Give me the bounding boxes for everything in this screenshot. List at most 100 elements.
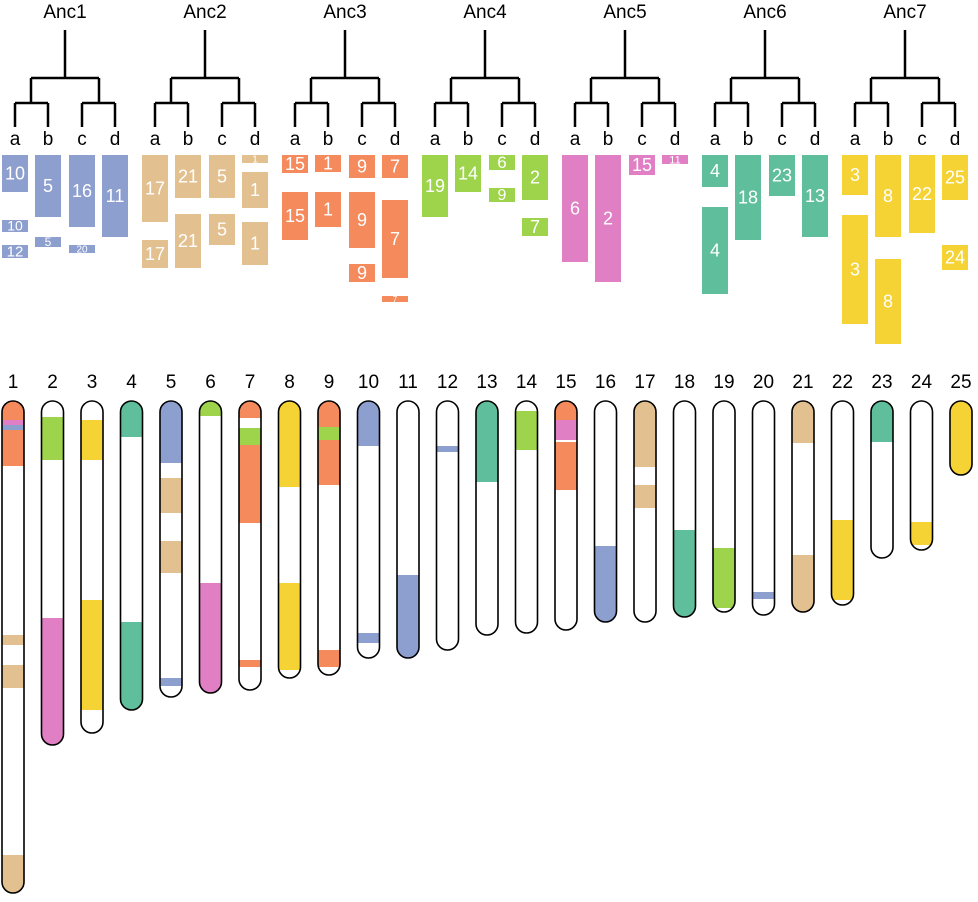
segment bbox=[239, 401, 261, 418]
block-label: 1 bbox=[323, 199, 333, 219]
segment bbox=[318, 440, 340, 485]
block bbox=[382, 200, 408, 278]
chromosome-outline bbox=[514, 400, 539, 634]
block-label: 11 bbox=[669, 154, 680, 166]
block bbox=[875, 155, 901, 237]
chromosome bbox=[160, 401, 182, 697]
block-label: 14 bbox=[458, 163, 478, 183]
block-label: 12 bbox=[7, 243, 24, 260]
segment bbox=[2, 635, 24, 645]
segment bbox=[160, 401, 182, 463]
chromosome-label: 5 bbox=[166, 372, 177, 393]
block-label: 17 bbox=[145, 178, 165, 198]
block-label: 19 bbox=[425, 176, 445, 196]
block-label: 9 bbox=[357, 156, 367, 176]
block bbox=[242, 155, 268, 163]
chromosome-outline bbox=[593, 400, 618, 623]
block-label: 15 bbox=[285, 154, 305, 174]
block bbox=[909, 155, 935, 233]
ancestor-name: Anc2 bbox=[183, 2, 226, 23]
chromosome-label: 2 bbox=[47, 372, 58, 393]
leaf-label: a bbox=[850, 129, 861, 150]
tree bbox=[573, 30, 677, 127]
block bbox=[349, 155, 375, 178]
leaf-label: a bbox=[150, 129, 161, 150]
chromosome-label: 18 bbox=[674, 372, 695, 393]
leaf-label: d bbox=[110, 129, 121, 150]
segment bbox=[120, 622, 143, 710]
block bbox=[522, 155, 548, 200]
tree bbox=[13, 30, 117, 127]
block bbox=[282, 192, 308, 240]
chromosome-label: 1 bbox=[8, 372, 19, 393]
chromosome-body bbox=[436, 401, 459, 650]
chromosome-label: 3 bbox=[87, 372, 98, 393]
leaf-label: d bbox=[530, 129, 541, 150]
chromosome-label: 8 bbox=[284, 372, 295, 393]
block-label: 15 bbox=[632, 155, 652, 175]
chromosome-outline bbox=[949, 400, 973, 476]
block bbox=[769, 155, 795, 196]
segment bbox=[41, 618, 64, 745]
chromosome-outline bbox=[119, 400, 144, 711]
block bbox=[702, 155, 728, 187]
chromosome bbox=[910, 401, 933, 550]
block bbox=[629, 155, 655, 175]
chromosome-label: 12 bbox=[437, 372, 458, 393]
block-label: 16 bbox=[72, 181, 92, 201]
block-label: 6 bbox=[570, 198, 580, 218]
block bbox=[175, 155, 201, 198]
segment bbox=[2, 430, 24, 466]
block bbox=[35, 237, 61, 247]
block-label: 7 bbox=[390, 156, 400, 176]
block bbox=[735, 155, 761, 240]
leaf-label: a bbox=[430, 129, 441, 150]
leaf-label: d bbox=[670, 129, 681, 150]
chromosome-outline bbox=[712, 400, 736, 613]
chromosome bbox=[515, 401, 538, 633]
segment bbox=[239, 660, 261, 667]
block bbox=[455, 155, 481, 192]
segment bbox=[792, 401, 814, 443]
block-label: 1 bbox=[252, 155, 258, 166]
block-label: 3 bbox=[850, 259, 860, 279]
chromosome-body bbox=[357, 401, 380, 658]
block bbox=[69, 245, 95, 253]
block-label: 5 bbox=[217, 166, 227, 186]
block-label: 13 bbox=[805, 186, 825, 206]
chromosome-outline bbox=[198, 400, 223, 694]
leaf-label: d bbox=[390, 129, 401, 150]
segment bbox=[278, 583, 301, 670]
block bbox=[942, 245, 968, 270]
block bbox=[35, 155, 61, 217]
block-label: 9 bbox=[357, 263, 367, 283]
chromosome-outline bbox=[396, 400, 420, 659]
block-label: 5 bbox=[43, 176, 53, 196]
chromosome bbox=[831, 401, 854, 605]
segment bbox=[41, 417, 64, 460]
block bbox=[702, 207, 728, 294]
chromosome-outline bbox=[40, 400, 65, 746]
chromosome-outline bbox=[672, 400, 697, 618]
segment bbox=[634, 401, 656, 467]
block-label: 21 bbox=[178, 166, 198, 186]
chromosome-label: 25 bbox=[950, 372, 971, 393]
segment bbox=[2, 425, 24, 430]
block-label: 11 bbox=[106, 186, 125, 206]
block bbox=[349, 192, 375, 248]
chromosome bbox=[871, 401, 893, 558]
segment bbox=[910, 522, 933, 545]
segment bbox=[436, 446, 459, 452]
segment bbox=[160, 478, 182, 513]
leaf-label: b bbox=[603, 129, 614, 150]
segment bbox=[555, 420, 577, 440]
chromosome-outline bbox=[791, 400, 815, 613]
tree bbox=[713, 30, 817, 127]
chromosome-outline bbox=[80, 400, 104, 734]
block-label: 7 bbox=[393, 295, 398, 304]
segment bbox=[239, 428, 261, 445]
block-label: 23 bbox=[772, 165, 792, 185]
segment bbox=[81, 420, 103, 460]
segment bbox=[831, 520, 854, 600]
segment bbox=[357, 633, 380, 643]
